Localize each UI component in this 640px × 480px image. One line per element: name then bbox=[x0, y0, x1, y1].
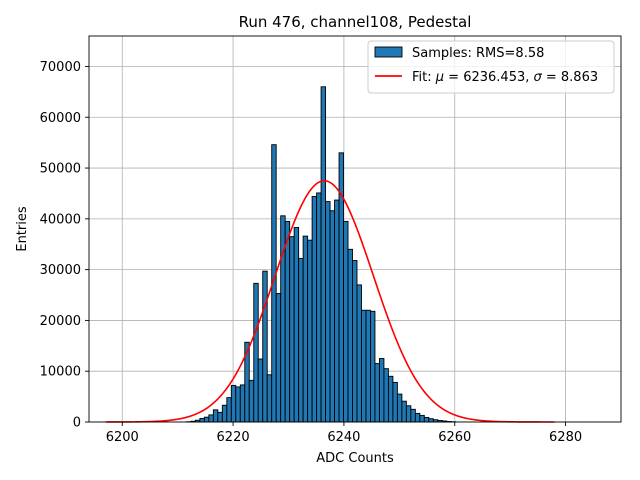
histogram-bar bbox=[365, 309, 371, 423]
histogram-bar bbox=[289, 236, 295, 423]
histogram-bar bbox=[325, 201, 331, 423]
x-tick-label-4: 6280 bbox=[549, 430, 582, 445]
histogram-bar bbox=[410, 408, 416, 423]
histogram-bar bbox=[343, 220, 349, 423]
x-tick-label-2: 6240 bbox=[327, 430, 360, 445]
histogram-bar bbox=[230, 384, 237, 423]
legend-fit-sigma-symbol: σ bbox=[534, 70, 543, 85]
histogram-bar bbox=[257, 358, 264, 423]
histogram-bar bbox=[329, 210, 336, 423]
histogram-bar bbox=[396, 393, 403, 423]
y-axis-ticks: 0 10000 20000 30000 40000 50000 60000 70000 bbox=[40, 60, 89, 431]
histogram-bar bbox=[226, 397, 232, 423]
histogram-bar bbox=[293, 227, 300, 423]
histogram-bar bbox=[419, 414, 425, 423]
histogram-bar bbox=[352, 260, 358, 423]
histogram-bar bbox=[334, 199, 340, 423]
histogram-bar bbox=[275, 293, 282, 423]
histogram-bar bbox=[298, 258, 304, 423]
histogram-bar bbox=[316, 192, 322, 423]
histogram-bar bbox=[383, 368, 389, 423]
histogram-bar bbox=[361, 309, 367, 423]
y-tick-label-2: 20000 bbox=[40, 314, 81, 329]
histogram-bar bbox=[311, 196, 318, 423]
legend: Samples: RMS=8.58 Fit: μ = 6236.453, σ =… bbox=[367, 40, 615, 94]
y-tick-label-1: 10000 bbox=[40, 365, 81, 380]
histogram-bar bbox=[392, 381, 398, 423]
histogram-bar bbox=[378, 358, 385, 423]
y-axis-label: Entries bbox=[15, 206, 30, 252]
y-tick-label-4: 40000 bbox=[40, 212, 81, 227]
histogram-bars bbox=[185, 86, 457, 423]
y-tick-label-7: 70000 bbox=[40, 60, 81, 75]
plot-frame bbox=[88, 35, 622, 423]
legend-samples-label: Samples: RMS=8.58 bbox=[412, 46, 544, 61]
histogram-bar bbox=[347, 248, 353, 423]
histogram-bar bbox=[320, 86, 327, 423]
chart-title: Run 476, channel108, Pedestal bbox=[239, 13, 472, 31]
histogram-bar bbox=[262, 270, 268, 423]
histogram-bar bbox=[208, 414, 214, 423]
histogram-bar bbox=[356, 284, 362, 423]
y-tick-label-0: 0 bbox=[73, 416, 81, 431]
histogram-bar bbox=[284, 220, 291, 423]
histogram-bar bbox=[248, 379, 255, 423]
y-tick-label-5: 50000 bbox=[40, 162, 81, 177]
histogram-bar bbox=[253, 282, 259, 423]
histogram-bar bbox=[235, 386, 241, 423]
fit-curve bbox=[105, 179, 555, 423]
legend-fit-mu-symbol: μ bbox=[435, 70, 444, 85]
histogram-bar bbox=[387, 375, 394, 423]
x-axis-label: ADC Counts bbox=[316, 451, 394, 466]
legend-fit-sigma-text: = 8.863 bbox=[542, 70, 598, 85]
histogram-bar bbox=[203, 416, 210, 423]
legend-fit-mu-text: = 6236.453, bbox=[444, 70, 533, 85]
histogram-bar bbox=[221, 404, 228, 423]
histogram-bar bbox=[370, 310, 376, 423]
histogram-bar bbox=[401, 400, 407, 423]
histogram-bar bbox=[199, 417, 205, 423]
histogram-bar bbox=[423, 416, 430, 423]
histogram-bar bbox=[266, 374, 273, 423]
histogram-bar bbox=[405, 405, 412, 423]
x-tick-label-1: 6220 bbox=[217, 430, 250, 445]
histogram-bar bbox=[428, 418, 434, 423]
histogram-bar bbox=[212, 409, 219, 423]
y-tick-label-3: 30000 bbox=[40, 263, 81, 278]
histogram-bar bbox=[302, 235, 309, 423]
x-tick-label-3: 6260 bbox=[438, 430, 471, 445]
legend-fit-prefix: Fit: bbox=[412, 70, 436, 85]
legend-samples-swatch bbox=[374, 46, 403, 58]
histogram-bar bbox=[374, 363, 380, 423]
legend-box bbox=[367, 40, 615, 94]
histogram-bar bbox=[239, 384, 246, 423]
histogram-bar bbox=[414, 412, 421, 423]
histogram-bar bbox=[217, 411, 223, 423]
legend-fit-label: Fit: μ = 6236.453, σ = 8.863 bbox=[412, 70, 598, 85]
y-tick-label-6: 60000 bbox=[40, 111, 81, 126]
histogram-bar bbox=[307, 239, 313, 423]
x-axis-ticks: 6200 6220 6240 6260 6280 bbox=[106, 422, 582, 445]
x-tick-label-0: 6200 bbox=[106, 430, 139, 445]
